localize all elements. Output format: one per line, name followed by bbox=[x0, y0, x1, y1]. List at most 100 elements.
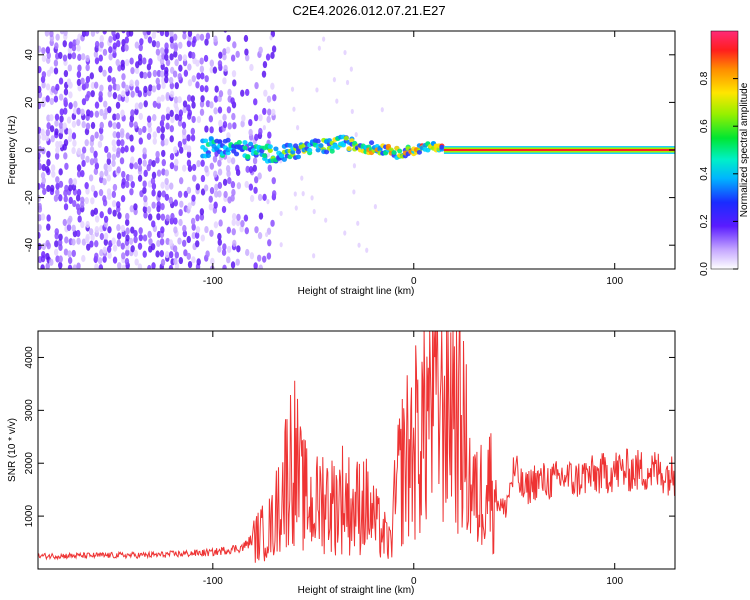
spectrogram-cell bbox=[76, 170, 82, 178]
spectrogram-cell bbox=[107, 164, 112, 172]
spectrogram-cell bbox=[66, 116, 72, 124]
spectrogram-cell bbox=[137, 157, 143, 166]
spectrogram-cell bbox=[186, 40, 192, 48]
spectrogram-cell bbox=[142, 234, 148, 242]
spectrogram-cell bbox=[249, 63, 254, 72]
spectrogram-cell bbox=[94, 225, 100, 234]
spectrogram-cell bbox=[116, 121, 121, 130]
spectrogram-cell bbox=[107, 84, 113, 92]
spectrogram-cell bbox=[112, 244, 118, 252]
spectrogram-cell bbox=[212, 66, 218, 74]
spectrogram-cell bbox=[178, 64, 183, 72]
spectrogram-cell bbox=[125, 132, 130, 140]
spectrogram-cell bbox=[76, 119, 81, 127]
colorbar-tick-label: 0.6 bbox=[699, 119, 710, 133]
spectrogram-cell bbox=[244, 48, 249, 56]
spectrogram-cell bbox=[63, 69, 69, 78]
spectrogram-cell bbox=[296, 125, 300, 131]
spectrogram-cell bbox=[155, 77, 160, 85]
spectrogram-cell bbox=[258, 127, 263, 136]
spectrogram-cell bbox=[116, 224, 121, 232]
spectrogram-cell bbox=[77, 84, 82, 92]
spectrogram-cell bbox=[130, 181, 135, 189]
spectrogram-cell bbox=[230, 261, 236, 269]
spectrogram-cell bbox=[178, 41, 183, 49]
spectrogram-cell bbox=[182, 164, 187, 172]
spectrogram-cell bbox=[85, 187, 90, 195]
spectrogram-cell bbox=[98, 189, 104, 197]
colorbar-tick-label: 0.0 bbox=[699, 262, 710, 276]
spectrogram-cell bbox=[38, 133, 41, 141]
spectrogram-cell bbox=[143, 85, 148, 94]
spectrogram-cell bbox=[350, 108, 354, 115]
spectrogram-cell bbox=[214, 183, 219, 191]
spectrogram-cell bbox=[94, 57, 100, 65]
spectrogram-cell bbox=[66, 78, 72, 86]
spectrogram-cell bbox=[190, 217, 196, 225]
spectrogram-cell bbox=[169, 35, 174, 44]
spectrogram-cell bbox=[84, 81, 89, 89]
spectrogram-cell bbox=[89, 110, 94, 118]
spectrogram-cell bbox=[230, 54, 236, 62]
spectrogram-cell bbox=[38, 102, 42, 110]
spectrogram-cell bbox=[41, 54, 47, 63]
spectrogram-cell bbox=[227, 177, 232, 185]
spectrogram-cell bbox=[159, 57, 165, 66]
spectrogram-cell bbox=[204, 38, 209, 46]
spectrogram-cell bbox=[178, 218, 183, 227]
spectrogram-cell bbox=[84, 197, 89, 205]
spectrogram-cell bbox=[164, 53, 169, 61]
spectrogram-cell bbox=[182, 54, 188, 62]
spectrogram-cells bbox=[38, 31, 675, 269]
spectrogram-cell bbox=[177, 72, 182, 81]
spectrogram-cell bbox=[46, 214, 51, 222]
spectrogram-cell bbox=[99, 232, 105, 241]
spectrogram-cell bbox=[76, 164, 82, 172]
spectrogram-cell bbox=[195, 183, 201, 191]
x-tick-label: 100 bbox=[606, 576, 623, 587]
spectrogram-cell bbox=[235, 50, 240, 58]
spectrogram-cell bbox=[107, 106, 112, 114]
spectrogram-cell bbox=[63, 139, 69, 147]
spectrogram-cell bbox=[63, 195, 68, 203]
spectrogram-cell bbox=[121, 264, 126, 269]
spectrogram-cell bbox=[129, 57, 134, 65]
spectrogram-cell bbox=[236, 140, 242, 145]
spectrogram-cell bbox=[295, 154, 302, 160]
spectrogram-cell bbox=[93, 167, 99, 176]
spectrogram-cell bbox=[99, 41, 104, 49]
spectrogram-cell bbox=[257, 172, 262, 180]
spectrogram-cell bbox=[85, 155, 90, 163]
spectrogram-cell bbox=[205, 100, 211, 108]
spectrogram-cell bbox=[249, 194, 255, 203]
spectrogram-cell bbox=[178, 256, 184, 265]
spectrogram-cell bbox=[40, 264, 45, 269]
spectrogram-cell bbox=[169, 125, 174, 133]
spectrogram-cell bbox=[112, 145, 117, 153]
spectrogram-cell bbox=[117, 94, 122, 102]
spectrogram-cell bbox=[159, 70, 165, 78]
spectrogram-cell bbox=[76, 44, 81, 52]
spectrogram-cell bbox=[102, 195, 107, 203]
spectrogram-cell bbox=[218, 90, 224, 98]
spectrogram-cell bbox=[204, 225, 209, 234]
spectrogram-cell bbox=[209, 101, 214, 109]
spectrogram-cell bbox=[173, 101, 178, 109]
spectrogram-cell bbox=[227, 88, 232, 96]
spectrogram-cell bbox=[172, 70, 178, 78]
spectrogram-cell bbox=[102, 178, 107, 186]
spectrogram-cell bbox=[181, 121, 187, 129]
spectrogram-cell bbox=[165, 58, 171, 67]
spectrogram-cell bbox=[58, 132, 64, 140]
spectrogram-cell bbox=[161, 190, 166, 198]
spectrogram-cell bbox=[332, 77, 337, 83]
spectrogram-cell bbox=[142, 57, 147, 65]
spectrogram-cell bbox=[99, 211, 104, 219]
spectrogram-y-label: Frequency (Hz) bbox=[7, 116, 18, 185]
spectrogram-cell bbox=[196, 258, 201, 266]
spectrogram-cell bbox=[107, 226, 112, 234]
spectrogram-cell bbox=[232, 122, 237, 130]
spectrogram-cell bbox=[133, 162, 139, 170]
spectrogram-cell bbox=[279, 210, 283, 217]
spectrogram-cell bbox=[267, 164, 272, 172]
